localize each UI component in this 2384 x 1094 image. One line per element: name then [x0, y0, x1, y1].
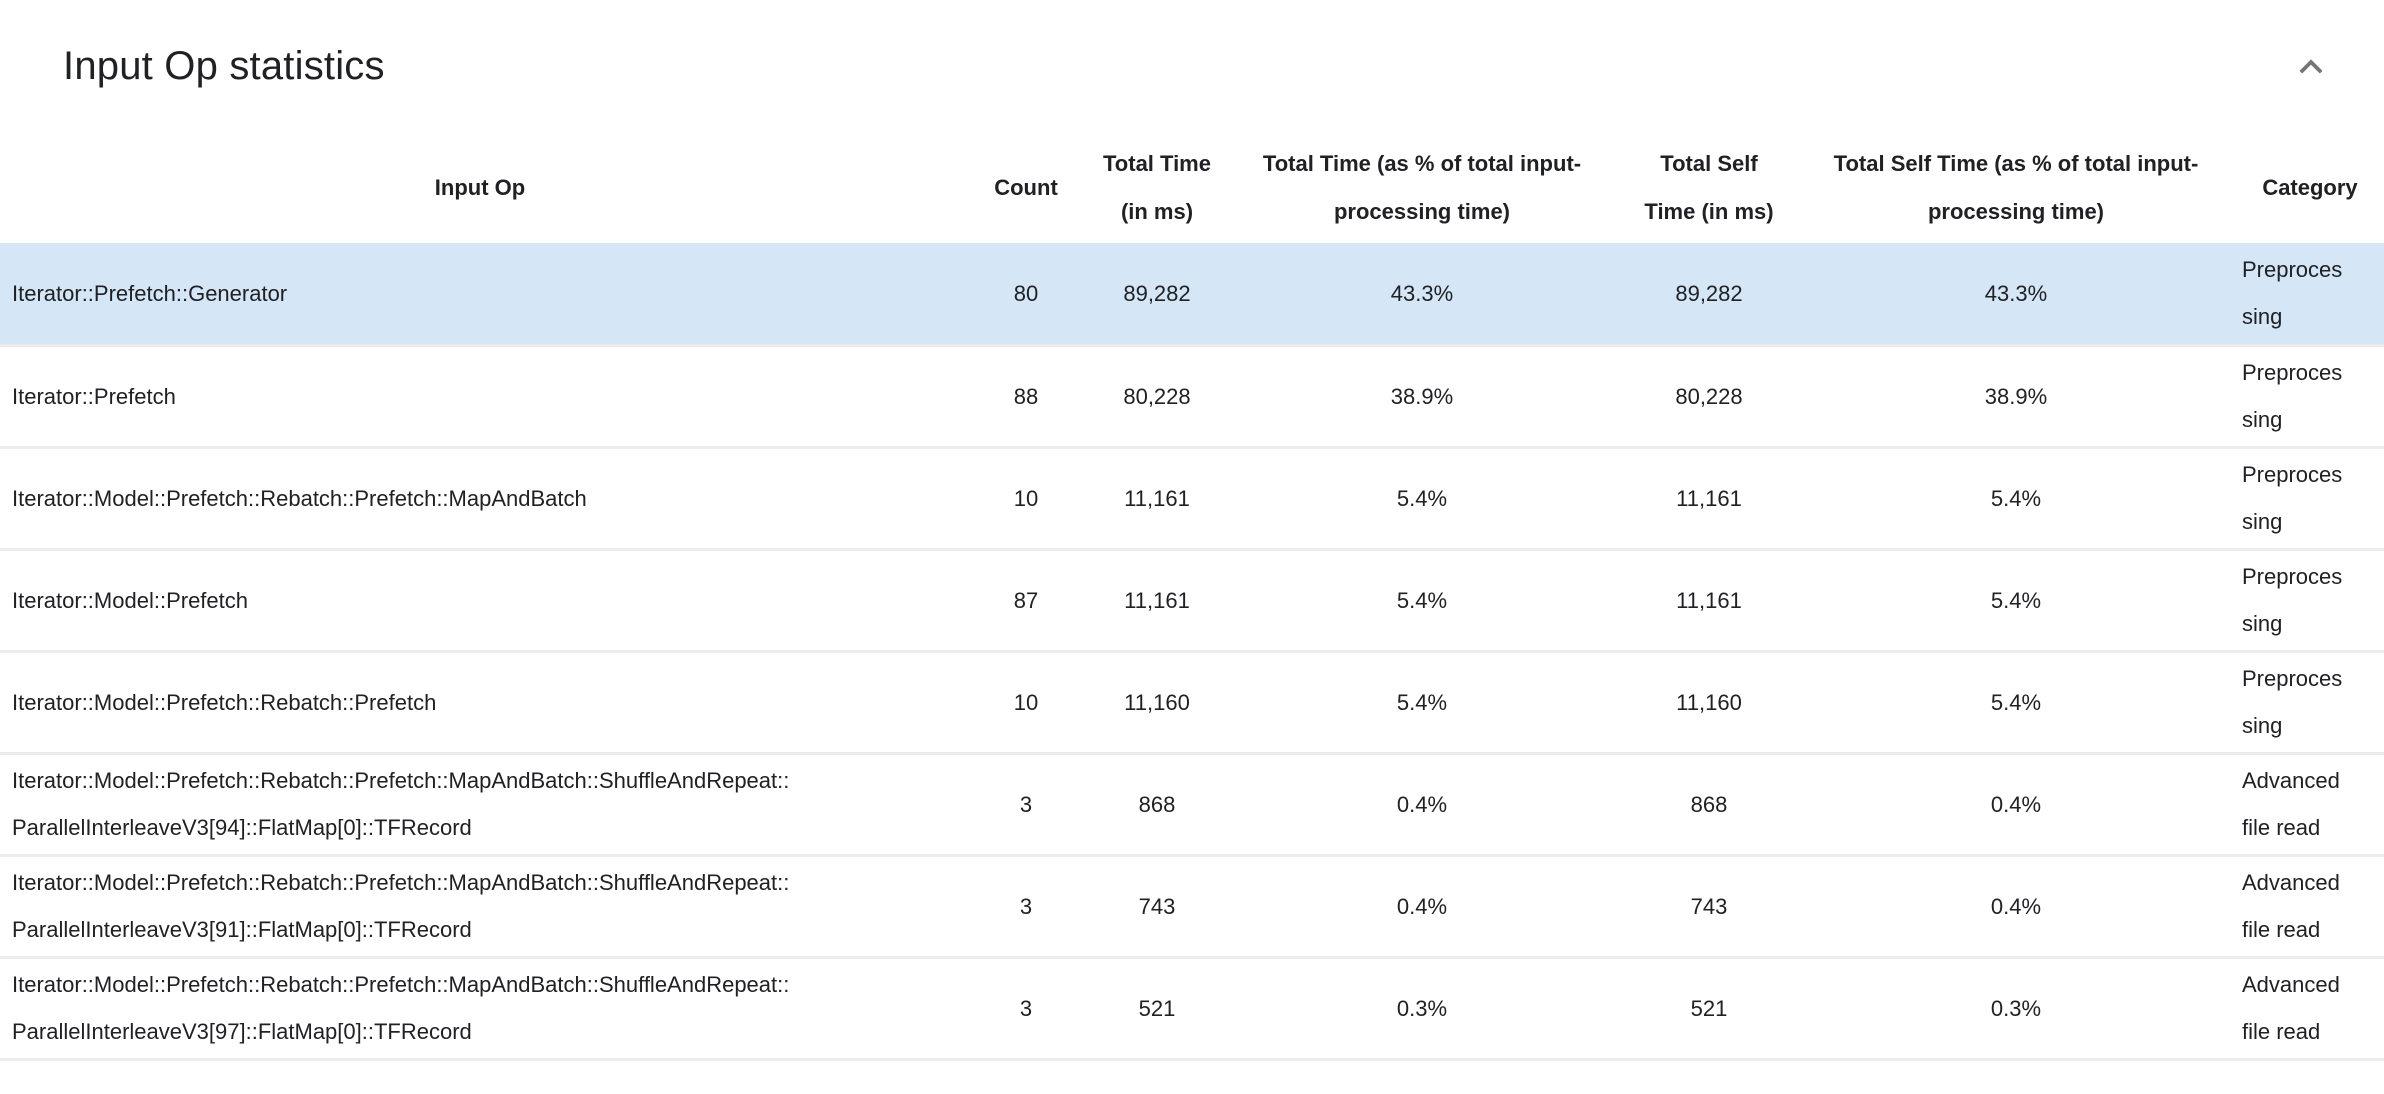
cell-total-self-time-pct: 43.3%: [1796, 243, 2236, 347]
cell-total-time: 89,282: [1092, 243, 1222, 347]
cell-count: 3: [960, 855, 1092, 959]
table-header: Input Op Count Total Time (in ms) Total …: [0, 133, 2384, 243]
chevron-up-icon: [2288, 44, 2334, 90]
cell-total-self-time: 521: [1622, 957, 1796, 1061]
cell-total-time: 80,228: [1092, 345, 1222, 449]
column-header-count: Count: [994, 175, 1058, 200]
cell-total-self-time-pct: 0.4%: [1796, 753, 2236, 857]
cell-input-op: Iterator::Prefetch::Generator: [0, 243, 960, 347]
table-row[interactable]: Iterator::Model::Prefetch::Rebatch::Pref…: [0, 753, 2384, 857]
cell-total-time-pct: 0.3%: [1222, 957, 1622, 1061]
table-row[interactable]: Iterator::Model::Prefetch::Rebatch::Pref…: [0, 447, 2384, 551]
input-op-statistics-table: Input Op Count Total Time (in ms) Total …: [0, 133, 2384, 1061]
cell-total-time: 743: [1092, 855, 1222, 959]
cell-count: 80: [960, 243, 1092, 347]
cell-total-self-time-pct: 0.3%: [1796, 957, 2236, 1061]
cell-category: Preprocessing: [2236, 651, 2384, 755]
cell-category: Advanced file read: [2236, 957, 2384, 1061]
column-header-total-time: Total Time (in ms): [1103, 151, 1211, 224]
cell-category: Preprocessing: [2236, 345, 2384, 449]
cell-total-self-time: 89,282: [1622, 243, 1796, 347]
table-row[interactable]: Iterator::Model::Prefetch::Rebatch::Pref…: [0, 855, 2384, 959]
cell-total-time: 11,160: [1092, 651, 1222, 755]
cell-count: 88: [960, 345, 1092, 449]
cell-total-time-pct: 5.4%: [1222, 651, 1622, 755]
cell-total-self-time: 11,161: [1622, 447, 1796, 551]
column-header-total-self-time-pct: Total Self Time (as % of total input-pro…: [1833, 151, 2199, 224]
cell-total-self-time: 11,160: [1622, 651, 1796, 755]
section-header: Input Op statistics: [0, 0, 2384, 133]
cell-input-op: Iterator::Model::Prefetch::Rebatch::Pref…: [0, 651, 960, 755]
cell-total-time-pct: 43.3%: [1222, 243, 1622, 347]
cell-total-time: 11,161: [1092, 549, 1222, 653]
table-header-row: Input Op Count Total Time (in ms) Total …: [0, 133, 2384, 243]
cell-total-time-pct: 5.4%: [1222, 447, 1622, 551]
cell-input-op: Iterator::Model::Prefetch::Rebatch::Pref…: [0, 855, 960, 959]
cell-total-time-pct: 0.4%: [1222, 855, 1622, 959]
cell-category: Preprocessing: [2236, 243, 2384, 347]
cell-total-time: 521: [1092, 957, 1222, 1061]
cell-total-time: 11,161: [1092, 447, 1222, 551]
cell-count: 10: [960, 651, 1092, 755]
cell-count: 3: [960, 753, 1092, 857]
cell-total-self-time-pct: 5.4%: [1796, 447, 2236, 551]
cell-category: Preprocessing: [2236, 447, 2384, 551]
cell-total-time-pct: 38.9%: [1222, 345, 1622, 449]
table-row[interactable]: Iterator::Prefetch 88 80,228 38.9% 80,22…: [0, 345, 2384, 449]
column-header-input-op: Input Op: [434, 175, 526, 200]
cell-input-op: Iterator::Model::Prefetch::Rebatch::Pref…: [0, 957, 960, 1061]
cell-total-self-time: 743: [1622, 855, 1796, 959]
table-row[interactable]: Iterator::Prefetch::Generator 80 89,282 …: [0, 243, 2384, 347]
column-header-total-self-time: Total Self Time (in ms): [1644, 151, 1774, 224]
cell-input-op: Iterator::Model::Prefetch::Rebatch::Pref…: [0, 753, 960, 857]
cell-category: Advanced file read: [2236, 855, 2384, 959]
table-row[interactable]: Iterator::Model::Prefetch::Rebatch::Pref…: [0, 957, 2384, 1061]
cell-category: Advanced file read: [2236, 753, 2384, 857]
cell-total-time-pct: 5.4%: [1222, 549, 1622, 653]
cell-count: 3: [960, 957, 1092, 1061]
cell-input-op: Iterator::Model::Prefetch: [0, 549, 960, 653]
cell-total-self-time: 868: [1622, 753, 1796, 857]
column-header-total-time-pct: Total Time (as % of total input-processi…: [1262, 151, 1582, 224]
cell-input-op: Iterator::Model::Prefetch::Rebatch::Pref…: [0, 447, 960, 551]
cell-category: Preprocessing: [2236, 549, 2384, 653]
cell-total-time-pct: 0.4%: [1222, 753, 1622, 857]
cell-count: 87: [960, 549, 1092, 653]
cell-total-self-time: 11,161: [1622, 549, 1796, 653]
section-title: Input Op statistics: [63, 44, 385, 88]
table-body: Iterator::Prefetch::Generator 80 89,282 …: [0, 243, 2384, 1061]
cell-input-op: Iterator::Prefetch: [0, 345, 960, 449]
column-header-category: Category: [2262, 175, 2358, 200]
cell-total-self-time-pct: 0.4%: [1796, 855, 2236, 959]
cell-total-self-time: 80,228: [1622, 345, 1796, 449]
table-row[interactable]: Iterator::Model::Prefetch 87 11,161 5.4%…: [0, 549, 2384, 653]
collapse-section-button[interactable]: [2288, 44, 2334, 90]
cell-total-time: 868: [1092, 753, 1222, 857]
cell-total-self-time-pct: 5.4%: [1796, 651, 2236, 755]
table-row[interactable]: Iterator::Model::Prefetch::Rebatch::Pref…: [0, 651, 2384, 755]
cell-total-self-time-pct: 38.9%: [1796, 345, 2236, 449]
cell-count: 10: [960, 447, 1092, 551]
cell-total-self-time-pct: 5.4%: [1796, 549, 2236, 653]
